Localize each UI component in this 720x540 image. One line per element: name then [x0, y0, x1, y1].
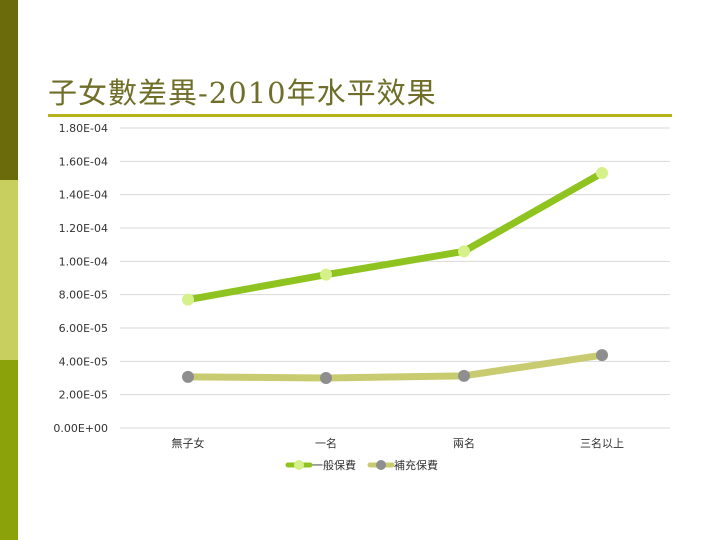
- title-underline: [48, 114, 672, 117]
- series-2-marker: [182, 370, 194, 383]
- legend-swatch-marker: [294, 460, 304, 470]
- series-2-marker: [320, 372, 332, 384]
- x-category-label: 兩名: [453, 436, 475, 450]
- y-tick-label: 1.60E-04: [59, 155, 108, 168]
- x-category-label: 無子女: [172, 436, 205, 450]
- accent-bar-top: [0, 0, 18, 180]
- accent-bar-middle: [0, 180, 18, 360]
- accent-bar-bottom: [0, 360, 18, 540]
- x-category-label: 三名以上: [580, 436, 624, 450]
- legend-label: 一般保費: [312, 458, 356, 472]
- x-category-label: 一名: [315, 436, 337, 450]
- y-tick-label: 1.80E-04: [59, 122, 108, 135]
- slide-title: 子女數差異-2010年水平效果: [48, 76, 437, 110]
- y-tick-label: 2.00E-05: [59, 389, 108, 402]
- y-tick-label: 4.00E-05: [59, 355, 108, 368]
- series-2-marker: [596, 349, 608, 362]
- y-tick-label: 8.00E-05: [59, 289, 108, 302]
- series-1-marker: [596, 167, 608, 179]
- y-tick-label: 1.40E-04: [59, 189, 108, 202]
- series-line-1: [184, 169, 606, 304]
- y-tick-label: 6.00E-05: [59, 322, 108, 335]
- series-1-marker: [320, 268, 332, 281]
- legend-label: 補充保費: [394, 458, 438, 472]
- series-1-marker: [182, 293, 194, 306]
- series-1-marker: [458, 245, 470, 258]
- y-tick-label: 1.20E-04: [59, 222, 108, 235]
- series-line-2: [184, 351, 606, 382]
- series-2-marker: [458, 369, 470, 382]
- y-tick-label: 0.00E+00: [53, 422, 108, 435]
- legend-swatch-marker: [376, 460, 386, 470]
- y-tick-label: 1.00E-04: [59, 255, 108, 268]
